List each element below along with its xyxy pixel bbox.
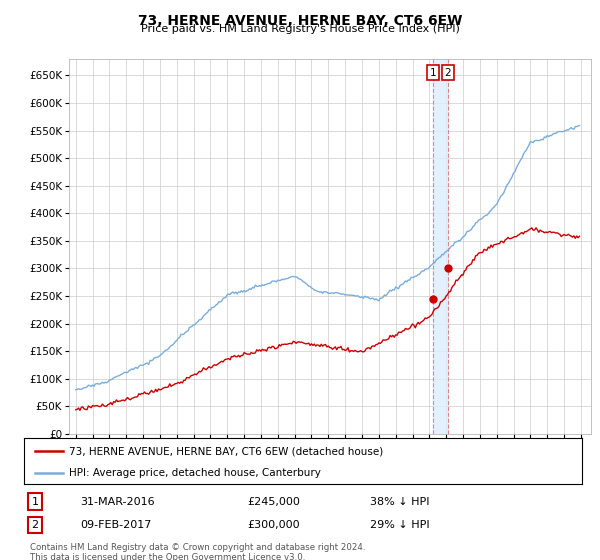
Text: 38% ↓ HPI: 38% ↓ HPI	[370, 497, 430, 507]
Text: 29% ↓ HPI: 29% ↓ HPI	[370, 520, 430, 530]
Text: HPI: Average price, detached house, Canterbury: HPI: Average price, detached house, Cant…	[68, 468, 320, 478]
Text: £245,000: £245,000	[247, 497, 300, 507]
Text: 2: 2	[32, 520, 39, 530]
Text: Contains HM Land Registry data © Crown copyright and database right 2024.
This d: Contains HM Land Registry data © Crown c…	[29, 543, 365, 560]
Bar	[433, 59, 448, 434]
Text: Price paid vs. HM Land Registry's House Price Index (HPI): Price paid vs. HM Land Registry's House …	[140, 24, 460, 34]
Text: 09-FEB-2017: 09-FEB-2017	[80, 520, 151, 530]
Text: 31-MAR-2016: 31-MAR-2016	[80, 497, 154, 507]
Text: £300,000: £300,000	[247, 520, 300, 530]
Text: 2: 2	[445, 68, 451, 78]
Text: 73, HERNE AVENUE, HERNE BAY, CT6 6EW (detached house): 73, HERNE AVENUE, HERNE BAY, CT6 6EW (de…	[68, 446, 383, 456]
Text: 1: 1	[32, 497, 38, 507]
Text: 1: 1	[430, 68, 436, 78]
Text: 73, HERNE AVENUE, HERNE BAY, CT6 6EW: 73, HERNE AVENUE, HERNE BAY, CT6 6EW	[138, 14, 462, 28]
